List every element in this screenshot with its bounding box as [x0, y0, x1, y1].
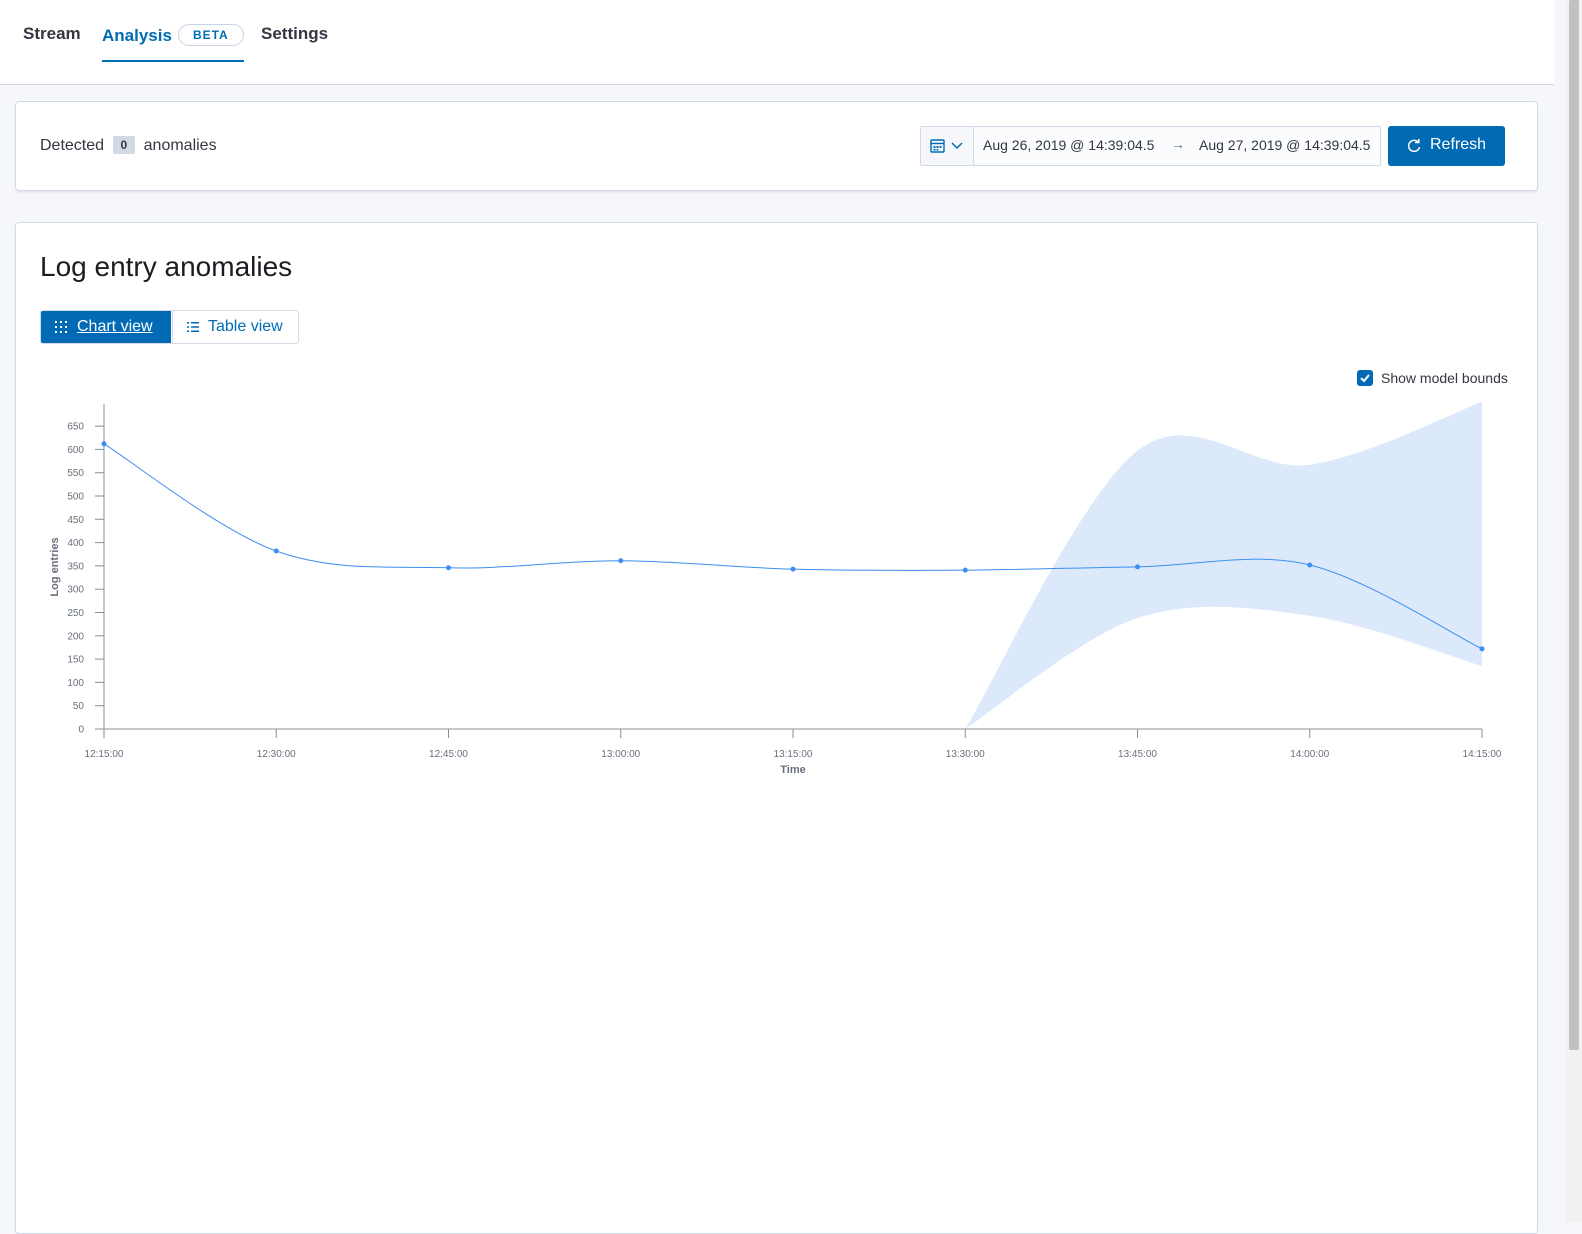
checkbox[interactable] — [1357, 370, 1373, 386]
tab-analysis[interactable]: Analysis BETA — [102, 24, 244, 62]
check-icon — [1360, 374, 1370, 383]
arrow-right-icon: → — [1171, 136, 1185, 152]
start-date[interactable]: Aug 26, 2019 @ 14:39:04.5 — [983, 137, 1155, 153]
tab-settings[interactable]: Settings — [261, 24, 328, 58]
table-view-label: Table view — [208, 318, 283, 335]
chart-view-label: Chart view — [77, 318, 153, 335]
beta-badge: BETA — [177, 24, 244, 46]
tab-analysis-label: Analysis — [102, 26, 172, 45]
tab-stream[interactable]: Stream — [23, 24, 81, 58]
table-view-button[interactable]: Table view — [172, 311, 299, 343]
calendar-icon — [930, 139, 963, 153]
anomaly-summary-panel: Detected 0 anomalies Aug 26, 2019 @ 14:3… — [15, 101, 1538, 191]
page-scrollbar[interactable] — [1566, 0, 1582, 1222]
end-date[interactable]: Aug 27, 2019 @ 14:39:04.5 — [1199, 137, 1371, 153]
anomaly-summary: Detected 0 anomalies — [40, 136, 217, 155]
chart-view-button[interactable]: Chart view — [41, 311, 171, 343]
summary-prefix: Detected — [40, 137, 105, 154]
tab-stream-label: Stream — [23, 24, 81, 43]
tab-settings-label: Settings — [261, 24, 329, 43]
date-range-picker: Aug 26, 2019 @ 14:39:04.5 → Aug 27, 2019… — [920, 126, 1381, 166]
refresh-icon — [1407, 139, 1421, 153]
refresh-button[interactable]: Refresh — [1388, 126, 1505, 166]
show-model-bounds-label: Show model bounds — [1381, 370, 1508, 386]
chevron-down-icon — [951, 142, 963, 150]
view-toggle: Chart view Table view — [40, 310, 299, 344]
top-navigation: Stream Analysis BETA Settings — [0, 0, 1554, 85]
summary-suffix: anomalies — [143, 137, 217, 154]
scrollbar-thumb[interactable] — [1569, 0, 1579, 1050]
refresh-label: Refresh — [1430, 136, 1487, 153]
panel-title: Log entry anomalies — [40, 251, 293, 282]
anomaly-count-badge: 0 — [112, 136, 136, 154]
grid-dots-icon — [55, 321, 67, 333]
list-icon — [187, 322, 199, 332]
quick-select-button[interactable] — [921, 127, 974, 165]
log-entry-anomalies-panel: Log entry anomalies Chart view Table vie… — [15, 222, 1538, 1234]
